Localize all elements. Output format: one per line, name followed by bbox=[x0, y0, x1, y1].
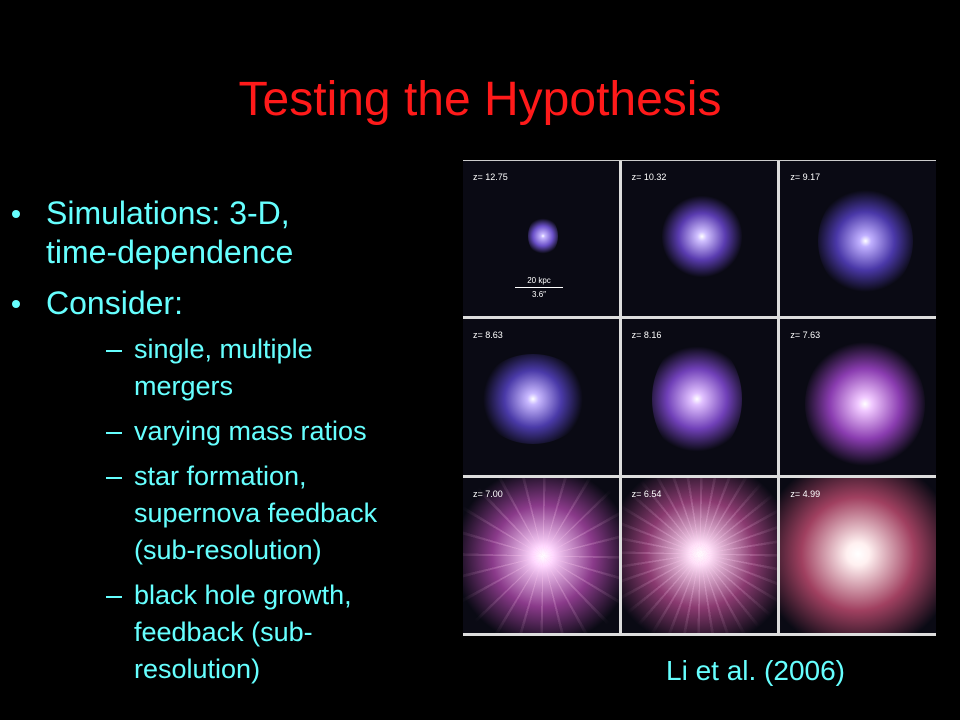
figure-caption: Li et al. (2006) bbox=[666, 655, 845, 686]
bullet: Simulations: 3-D, time-dependence bbox=[0, 194, 440, 272]
bullet-dot bbox=[12, 300, 20, 308]
galaxy bbox=[651, 339, 742, 460]
sub-bullet-text: resolution) bbox=[134, 654, 261, 684]
galaxy bbox=[805, 339, 926, 470]
galaxy bbox=[817, 186, 913, 296]
sim-panel: z= 8.63 bbox=[463, 319, 619, 475]
sub-bullet-dash bbox=[106, 432, 122, 434]
sub-bullet: star formation, supernova feedback (sub-re… bbox=[46, 458, 440, 569]
sub-bullet-text: single, multiple bbox=[134, 334, 313, 364]
sub-bullet: single, multiple mergers bbox=[46, 331, 440, 405]
redshift-label: z= 10.32 bbox=[631, 172, 667, 182]
light-rays bbox=[463, 477, 619, 633]
bullet-text: Simulations: 3-D, bbox=[46, 195, 290, 231]
scale-bar: 20 kpc 3.6″ bbox=[515, 276, 563, 299]
sub-bullet-text: varying mass ratios bbox=[134, 416, 367, 446]
sim-panel: z= 4.99 bbox=[780, 477, 936, 633]
sim-panel: z= 9.17 bbox=[780, 161, 936, 317]
redshift-label: z= 4.99 bbox=[790, 488, 821, 499]
sub-bullet-dash bbox=[106, 477, 122, 479]
sub-bullet-dash bbox=[106, 350, 122, 352]
sub-bullet-text: feedback (sub- bbox=[134, 617, 313, 647]
galaxy bbox=[661, 193, 742, 279]
galaxy bbox=[463, 477, 619, 633]
sub-bullet-text: supernova feedback bbox=[134, 498, 378, 528]
sub-bullet-text: black hole growth, bbox=[134, 580, 352, 610]
redshift-label: z= 6.54 bbox=[631, 488, 662, 499]
sub-bullet: black hole growth, feedback (sub-resoluti… bbox=[46, 577, 440, 688]
slide-title: Testing the Hypothesis bbox=[238, 73, 722, 126]
bullet: Consider: single, multiple mergers varying … bbox=[0, 284, 440, 688]
scale-line bbox=[515, 287, 563, 288]
sim-panel: z= 6.54 bbox=[621, 477, 778, 633]
galaxy bbox=[478, 354, 588, 445]
bullet-text: time-dependence bbox=[46, 234, 294, 270]
sub-bullet-dash bbox=[106, 596, 122, 598]
sim-panel: z= 7.00 bbox=[463, 477, 619, 633]
scale-top: 20 kpc bbox=[527, 276, 551, 285]
sim-panel: z= 8.16 bbox=[621, 319, 778, 475]
galaxy bbox=[621, 477, 778, 633]
galaxy bbox=[780, 477, 936, 633]
sub-bullet-text: star formation, bbox=[134, 461, 307, 491]
redshift-label: z= 12.75 bbox=[473, 172, 508, 182]
light-rays bbox=[621, 477, 778, 633]
redshift-label: z= 7.00 bbox=[473, 488, 503, 499]
sim-panel: z= 10.32 bbox=[621, 161, 778, 317]
redshift-label: z= 8.16 bbox=[631, 330, 662, 341]
redshift-label: z= 7.63 bbox=[790, 330, 821, 341]
galaxy bbox=[528, 216, 558, 256]
sub-bullet: varying mass ratios bbox=[46, 413, 440, 450]
sub-bullet-text: (sub-resolution) bbox=[134, 535, 322, 565]
bullet-text: Consider: bbox=[46, 285, 183, 321]
bullet-dot bbox=[12, 210, 20, 218]
sub-bullet-text: mergers bbox=[134, 371, 234, 401]
scale-bottom: 3.6″ bbox=[532, 290, 546, 299]
redshift-label: z= 8.63 bbox=[473, 330, 503, 341]
bullet-list: Simulations: 3-D, time-dependence Consider… bbox=[0, 194, 440, 700]
simulation-figure: z= 12.75 20 kpc 3.6″ z= 10.32 z= 9.17 z= 8.63… bbox=[463, 160, 936, 636]
sim-panel: z= 7.63 bbox=[780, 319, 936, 475]
redshift-label: z= 9.17 bbox=[790, 172, 821, 182]
sim-panel: z= 12.75 20 kpc 3.6″ bbox=[463, 161, 619, 317]
